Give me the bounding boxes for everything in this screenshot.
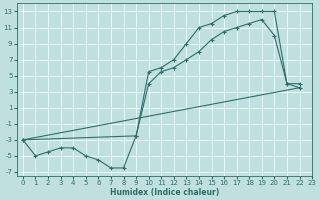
X-axis label: Humidex (Indice chaleur): Humidex (Indice chaleur) (110, 188, 219, 197)
